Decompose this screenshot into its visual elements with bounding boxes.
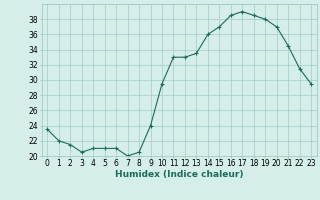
X-axis label: Humidex (Indice chaleur): Humidex (Indice chaleur) <box>115 170 244 179</box>
